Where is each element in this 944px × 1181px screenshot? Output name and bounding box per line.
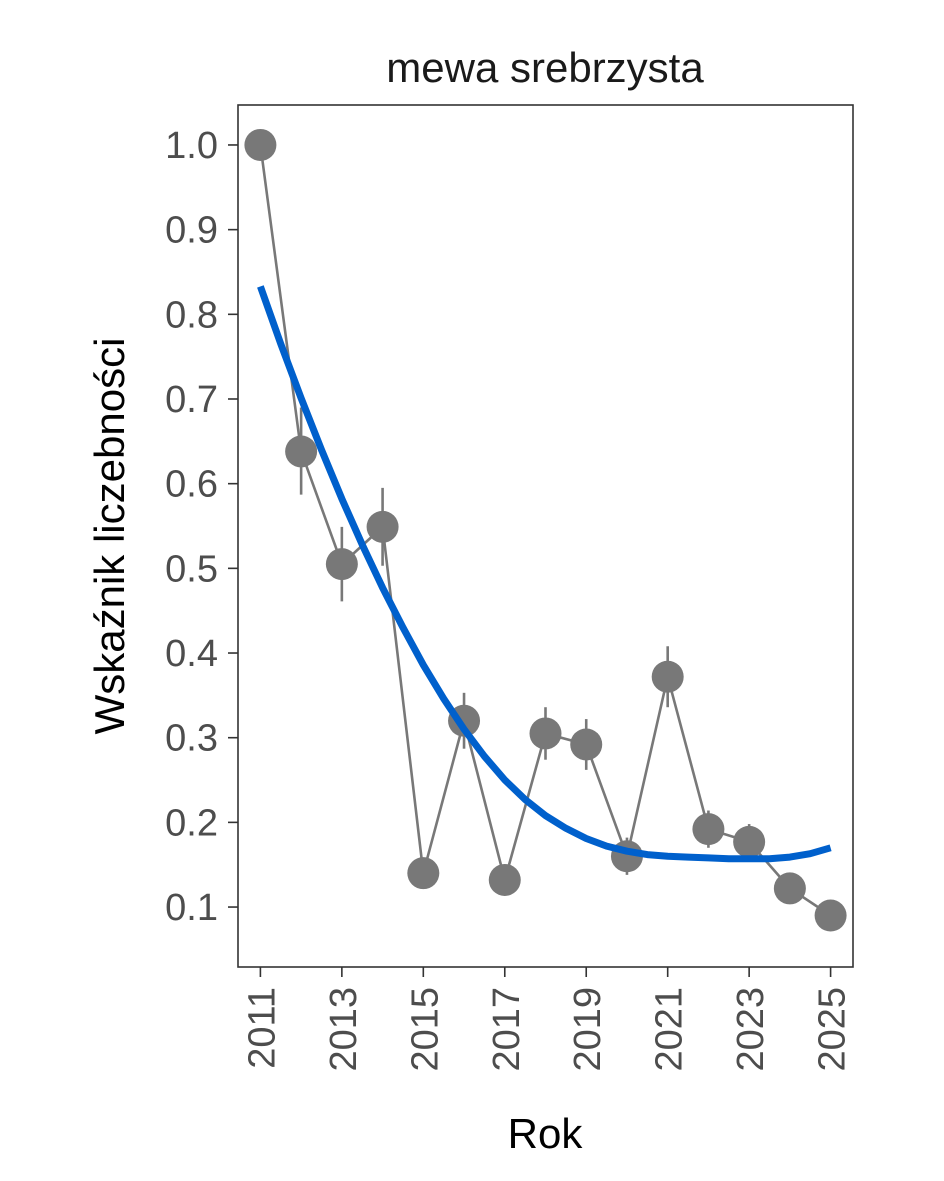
x-tick-label: 2011 — [241, 987, 283, 1069]
data-point — [773, 872, 806, 905]
data-point — [529, 717, 562, 750]
trend-series — [257, 285, 832, 863]
data-point — [692, 813, 725, 846]
x-axis: 2011 2013 2015 2017 2019 2021 2023 2025 — [241, 967, 854, 1072]
data-point — [488, 863, 521, 896]
y-tick-label: 0.1 — [165, 887, 218, 929]
data-point — [366, 510, 399, 543]
y-tick-label: 0.9 — [165, 210, 218, 252]
y-tick-label: 1.0 — [165, 125, 218, 167]
x-tick-label: 2019 — [567, 987, 609, 1072]
x-tick-label: 2023 — [730, 987, 772, 1072]
y-tick-label: 0.5 — [165, 548, 218, 590]
y-axis: 0.1 0.2 0.3 0.4 0.5 0.6 0.7 0.8 0.9 1.0 — [165, 125, 238, 929]
data-point — [285, 435, 318, 468]
data-point — [244, 128, 277, 161]
y-tick-label: 0.2 — [165, 802, 218, 844]
y-tick-label: 0.7 — [165, 379, 218, 421]
plot-panel-border — [237, 104, 854, 968]
data-point — [651, 660, 684, 693]
observed-series — [244, 128, 847, 932]
chart-title: mewa srebrzysta — [386, 44, 704, 91]
y-tick-label: 0.6 — [165, 464, 218, 506]
trend-line — [257, 285, 832, 863]
x-tick-label: 2015 — [404, 987, 446, 1072]
x-tick-label: 2017 — [486, 987, 528, 1072]
x-axis-title: Rok — [508, 1110, 584, 1157]
data-point — [325, 548, 358, 581]
data-point — [407, 857, 440, 890]
data-point — [570, 728, 603, 761]
y-tick-label: 0.8 — [165, 294, 218, 336]
x-tick-label: 2025 — [812, 987, 854, 1072]
observed-line — [259, 144, 832, 917]
data-point — [814, 899, 847, 932]
x-tick-label: 2013 — [323, 987, 365, 1072]
y-axis-title: Wskaźnik liczebności — [86, 338, 133, 735]
y-tick-label: 0.3 — [165, 718, 218, 760]
y-tick-label: 0.4 — [165, 633, 218, 675]
data-point — [733, 825, 766, 858]
x-tick-label: 2021 — [649, 987, 691, 1072]
